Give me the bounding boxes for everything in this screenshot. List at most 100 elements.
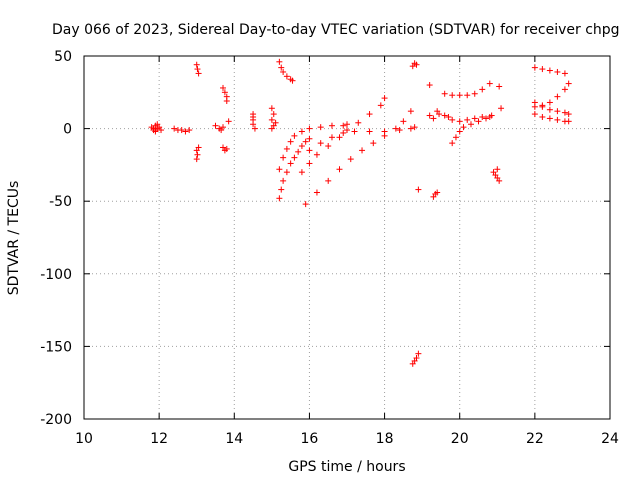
data-point <box>475 118 482 125</box>
data-point <box>302 138 309 145</box>
series-cluster-21.0 <box>490 83 505 184</box>
data-point <box>280 68 287 75</box>
data-point <box>283 73 290 80</box>
data-point <box>486 80 493 87</box>
data-point <box>251 125 258 132</box>
data-point <box>539 103 546 110</box>
data-point <box>325 177 332 184</box>
series-arc-flat <box>306 124 418 154</box>
data-point <box>158 127 165 134</box>
data-point <box>561 86 568 93</box>
series-cluster-18.8 <box>409 60 422 367</box>
data-point <box>291 132 298 139</box>
data-point <box>366 128 373 135</box>
y-tick-label: -200 <box>40 412 72 428</box>
data-point <box>278 186 285 193</box>
data-point <box>483 115 490 122</box>
chart-title: Day 066 of 2023, Sidereal Day-to-day VTE… <box>52 22 620 38</box>
data-point <box>498 105 505 112</box>
data-point <box>289 77 296 84</box>
data-point <box>407 108 414 115</box>
data-point <box>449 92 456 99</box>
data-point <box>283 145 290 152</box>
data-point <box>283 169 290 176</box>
data-point <box>225 118 232 125</box>
data-point <box>278 64 285 71</box>
data-point <box>546 106 553 113</box>
data-point <box>287 160 294 167</box>
data-point <box>415 350 422 357</box>
data-point <box>178 127 185 134</box>
data-point <box>531 64 538 71</box>
data-point <box>336 166 343 173</box>
data-point <box>344 121 350 128</box>
data-point <box>539 113 546 120</box>
data-point <box>479 86 486 93</box>
data-point <box>426 82 433 89</box>
data-point <box>531 111 538 118</box>
data-point <box>340 122 347 129</box>
data-point <box>223 98 230 105</box>
data-point <box>464 92 471 99</box>
data-point <box>467 121 474 128</box>
data-point <box>298 143 305 150</box>
data-point <box>268 105 275 112</box>
data-point <box>392 125 399 132</box>
data-point <box>488 112 495 119</box>
series-arc-22-top <box>531 64 568 77</box>
data-point <box>449 116 456 123</box>
data-point <box>220 124 227 131</box>
data-point <box>194 66 201 73</box>
data-point <box>302 201 309 208</box>
data-point <box>409 63 416 70</box>
data-point <box>441 112 448 119</box>
data-point <box>328 122 335 129</box>
data-point <box>298 169 305 176</box>
data-point <box>355 119 362 126</box>
data-point <box>377 102 384 109</box>
x-tick-label: 24 <box>601 431 619 447</box>
data-point <box>328 134 335 141</box>
data-point <box>381 128 388 135</box>
data-point <box>306 125 313 132</box>
axis-ticks <box>83 55 611 420</box>
data-point <box>276 195 283 202</box>
data-point <box>154 121 161 128</box>
data-point <box>182 128 189 135</box>
data-point <box>561 109 568 116</box>
data-point <box>413 61 420 68</box>
data-point <box>413 355 420 362</box>
data-point <box>306 160 313 167</box>
data-point <box>359 147 366 154</box>
series-cluster-13.0 <box>193 61 202 163</box>
data-point <box>561 70 568 77</box>
data-point <box>449 140 456 147</box>
data-point <box>250 113 257 120</box>
x-tick-label: 22 <box>526 431 544 447</box>
data-point <box>272 119 279 126</box>
data-point <box>554 68 561 75</box>
data-point <box>295 148 302 155</box>
data-point <box>276 58 283 65</box>
data-point <box>186 127 193 134</box>
series-arc-15.8-rise <box>298 95 388 176</box>
series-cluster-11.9 <box>148 121 165 135</box>
y-tick-label: -100 <box>40 267 72 283</box>
data-point <box>496 177 503 184</box>
data-point <box>223 145 230 152</box>
data-point <box>434 189 441 196</box>
data-point <box>287 138 294 145</box>
y-tick-labels: 50 0 -50 -100 -150 -200 <box>40 49 72 428</box>
data-point <box>381 95 388 102</box>
data-point <box>496 83 503 90</box>
data-point <box>268 125 275 132</box>
data-point <box>351 128 358 135</box>
x-tick-label: 18 <box>376 431 394 447</box>
data-point <box>400 118 407 125</box>
series-arc-15.2-mid <box>276 121 350 173</box>
x-tick-labels: 10 12 14 16 18 20 22 24 <box>75 431 619 447</box>
x-axis-title: GPS time / hours <box>288 459 405 475</box>
data-point <box>306 135 313 142</box>
data-point <box>347 156 354 163</box>
